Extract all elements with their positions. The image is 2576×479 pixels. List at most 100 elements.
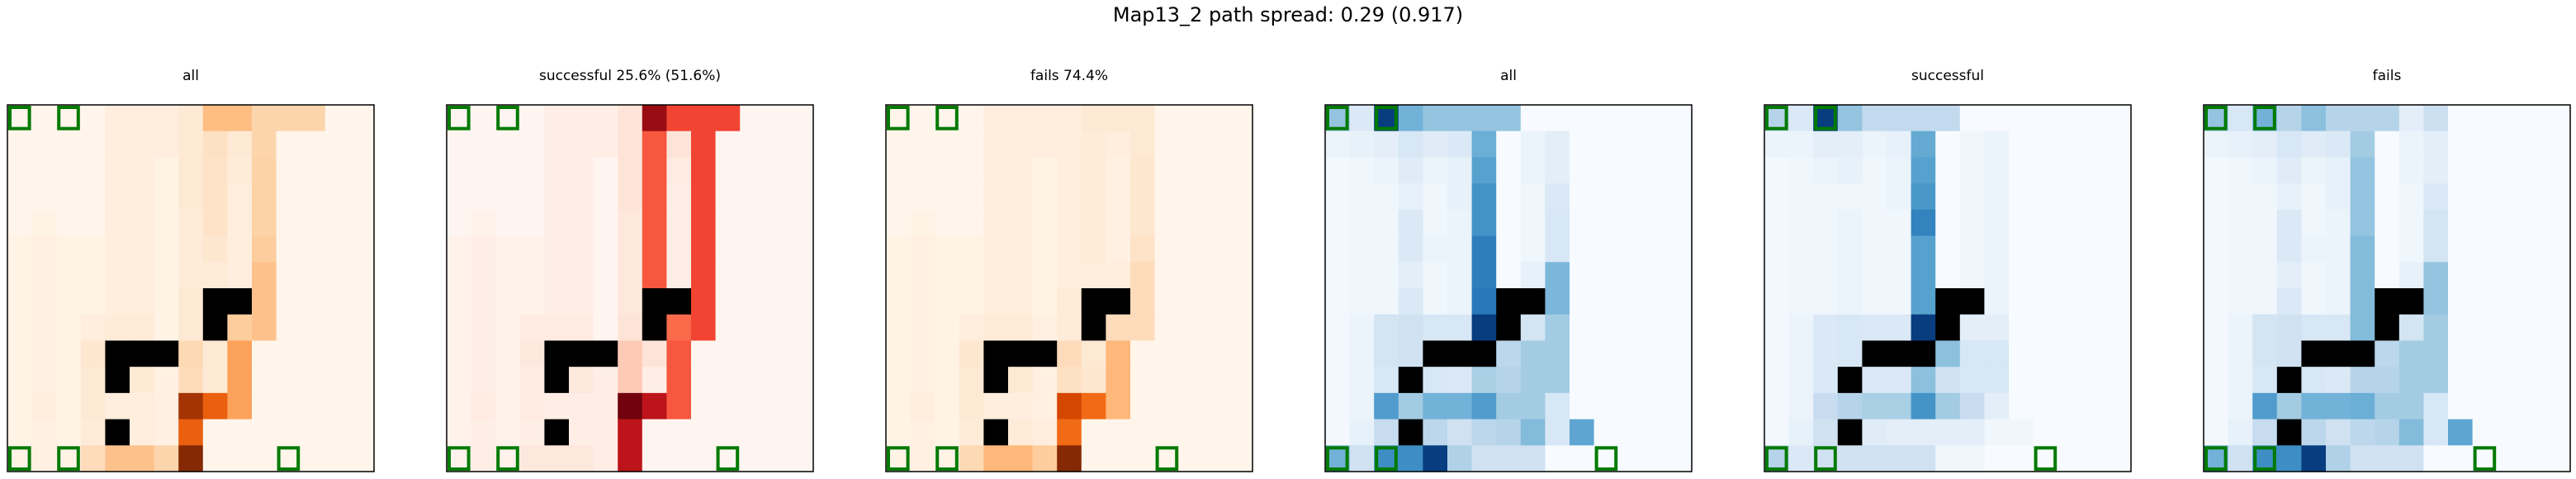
heatmap-cell <box>910 209 935 237</box>
heatmap-cell <box>959 445 984 472</box>
heatmap-cell <box>642 445 667 472</box>
heatmap-cell <box>788 262 814 289</box>
heatmap-cell <box>1374 235 1399 263</box>
heatmap-cell <box>31 157 57 184</box>
heatmap-cell <box>2521 130 2546 159</box>
heatmap-cell <box>788 157 814 184</box>
heatmap-cell <box>618 209 643 237</box>
heatmap-cell <box>227 183 253 211</box>
marker-square <box>935 106 959 130</box>
heatmap-cell <box>1179 367 1205 394</box>
heatmap-cell <box>2423 288 2449 315</box>
heatmap-cell <box>1642 367 1668 394</box>
heatmap-cell <box>1154 392 1180 420</box>
heatmap-cell <box>1618 392 1644 420</box>
heatmap-cell <box>1935 445 1961 472</box>
heatmap-cell <box>154 130 179 159</box>
heatmap-cell <box>1447 367 1473 394</box>
obstacle-cell <box>544 340 570 368</box>
heatmap-panel-6: fails <box>2203 68 2571 472</box>
heatmap-cell <box>691 367 717 394</box>
heatmap-cell <box>80 262 106 289</box>
heatmap-cell <box>1496 105 1522 132</box>
heatmap-cell <box>2545 130 2571 159</box>
heatmap-cell <box>178 105 204 132</box>
heatmap-cell <box>1911 157 1936 184</box>
heatmap-cell <box>642 105 667 132</box>
heatmap-cell <box>1349 367 1375 394</box>
heatmap-cell <box>2009 419 2034 446</box>
heatmap-cell <box>31 209 57 237</box>
heatmap-cell <box>2228 209 2253 237</box>
heatmap-cell <box>1520 157 1546 184</box>
heatmap-cell <box>1081 340 1106 368</box>
heatmap-cell <box>2350 183 2375 211</box>
heatmap-cell <box>886 367 912 394</box>
heatmap-cell <box>593 130 618 159</box>
obstacle-cell <box>1398 419 1423 446</box>
heatmap-cell <box>959 367 984 394</box>
heatmap-cell <box>544 157 570 184</box>
heatmap-cell <box>593 235 618 263</box>
heatmap-cell <box>740 288 765 315</box>
heatmap-cell <box>1984 209 2010 237</box>
heatmap-cell <box>56 392 82 420</box>
heatmap-cell <box>1423 105 1448 132</box>
heatmap-cell <box>2350 419 2375 446</box>
heatmap-cell <box>471 340 496 368</box>
heatmap-cell <box>1179 105 1205 132</box>
heatmap-cell <box>1008 262 1034 289</box>
heatmap-cell <box>1813 209 1839 237</box>
heatmap-cell <box>642 209 667 237</box>
heatmap-cell <box>2009 235 2034 263</box>
heatmap-cell <box>1545 314 1570 342</box>
heatmap-cell <box>2009 367 2034 394</box>
obstacle-cell <box>1887 340 1912 368</box>
heatmap-cell <box>691 105 717 132</box>
heatmap-cell <box>1788 262 1814 289</box>
heatmap-cell <box>1520 367 1546 394</box>
heatmap-cell <box>1837 445 1863 472</box>
heatmap-panel-4: all <box>1324 68 1693 472</box>
heatmap-cell <box>31 183 57 211</box>
heatmap-cell <box>252 105 277 132</box>
heatmap-cell <box>1081 419 1106 446</box>
heatmap-cell <box>593 262 618 289</box>
heatmap-cell <box>471 157 496 184</box>
heatmap-cell <box>1862 209 1887 237</box>
heatmap-cell <box>1228 235 1253 263</box>
heatmap-cell <box>569 367 594 394</box>
heatmap-cell <box>788 367 814 394</box>
heatmap-cell <box>642 130 667 159</box>
heatmap-cell <box>1349 157 1375 184</box>
heatmap-cell <box>1032 235 1058 263</box>
heatmap-cell <box>2276 235 2302 263</box>
obstacle-cell <box>1423 340 1448 368</box>
heatmap-cell <box>983 314 1009 342</box>
heatmap-cell <box>2301 235 2327 263</box>
heatmap-cell <box>2326 314 2351 342</box>
heatmap-cell <box>1081 262 1106 289</box>
heatmap-cell <box>178 130 204 159</box>
heatmap-cell <box>324 419 350 446</box>
heatmap-cell <box>2276 340 2302 368</box>
heatmap-cell <box>227 392 253 420</box>
heatmap-cell <box>691 419 717 446</box>
heatmap-cell <box>2106 314 2132 342</box>
heatmap-cell <box>178 183 204 211</box>
obstacle-cell <box>202 314 228 342</box>
heatmap-cell <box>1959 209 1985 237</box>
heatmap-cell <box>1203 367 1229 394</box>
heatmap-cell <box>2398 209 2424 237</box>
heatmap-cell <box>2545 392 2571 420</box>
heatmap-cell <box>666 262 692 289</box>
obstacle-cell <box>130 340 155 368</box>
heatmap-cell <box>788 183 814 211</box>
heatmap-cell <box>471 262 496 289</box>
heatmap-cell <box>2521 288 2546 315</box>
heatmap-cell <box>1667 419 1693 446</box>
heatmap-cell <box>495 314 521 342</box>
heatmap-cell <box>569 445 594 472</box>
heatmap-cell <box>1911 419 1936 446</box>
heatmap-cell <box>1081 235 1106 263</box>
